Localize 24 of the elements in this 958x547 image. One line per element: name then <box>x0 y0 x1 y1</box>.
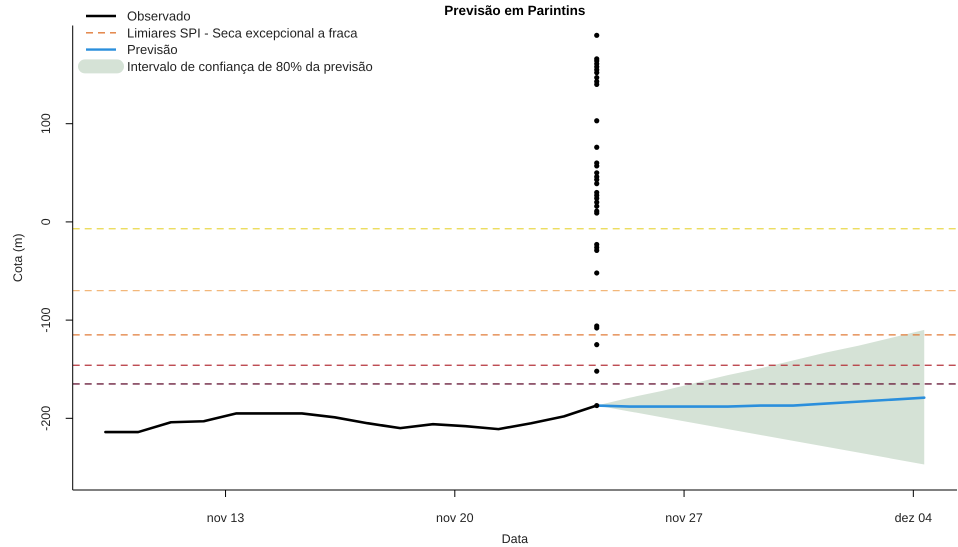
point <box>594 402 600 408</box>
legend-label: Limiares SPI - Seca excepcional a fraca <box>127 25 358 40</box>
point <box>594 368 600 374</box>
point <box>594 32 600 38</box>
x-tick-label: nov 20 <box>436 511 474 525</box>
legend-label: Observado <box>127 8 191 24</box>
point <box>594 270 600 276</box>
y-tick-label: -100 <box>39 308 53 333</box>
y-axis-title: Cota (m) <box>11 233 25 282</box>
y-tick-label: -200 <box>39 406 53 431</box>
point <box>594 204 600 209</box>
x-tick-label: nov 13 <box>206 511 244 525</box>
legend-label: Intervalo de confiança de 80% da previsão <box>127 58 373 74</box>
x-tick-label: dez 04 <box>894 511 932 525</box>
point <box>594 118 600 124</box>
y-tick-label: 0 <box>39 218 53 226</box>
x-axis-title: Data <box>502 532 528 546</box>
point <box>594 181 600 186</box>
legend-label: Previsão <box>127 42 178 58</box>
point <box>594 342 600 348</box>
y-tick-label: 100 <box>39 113 53 134</box>
point <box>594 144 600 150</box>
chart-title: Previsão em Parintins <box>444 3 586 18</box>
x-tick-label: nov 27 <box>665 511 703 525</box>
